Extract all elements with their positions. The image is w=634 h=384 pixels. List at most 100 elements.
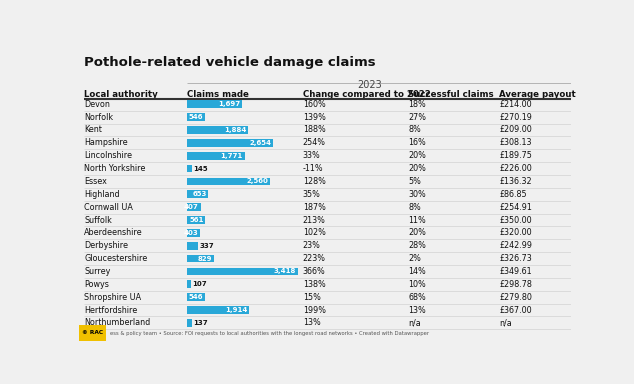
Text: 8%: 8% bbox=[408, 126, 421, 134]
Text: 407: 407 bbox=[184, 204, 198, 210]
Text: 2%: 2% bbox=[408, 254, 422, 263]
Text: Average payout: Average payout bbox=[500, 90, 576, 99]
Text: Hertfordshire: Hertfordshire bbox=[84, 306, 138, 314]
Text: Local authority: Local authority bbox=[84, 90, 158, 99]
Text: n/a: n/a bbox=[500, 318, 512, 328]
Bar bbox=[188, 255, 214, 262]
Bar bbox=[188, 268, 298, 275]
Text: 139%: 139% bbox=[303, 113, 326, 122]
Text: 68%: 68% bbox=[408, 293, 426, 302]
Text: 16%: 16% bbox=[408, 138, 426, 147]
Text: Successful claims: Successful claims bbox=[408, 90, 494, 99]
Text: 14%: 14% bbox=[408, 267, 426, 276]
Text: 829: 829 bbox=[198, 256, 212, 262]
Text: £226.00: £226.00 bbox=[500, 164, 532, 173]
Bar bbox=[188, 242, 198, 250]
Bar bbox=[188, 190, 209, 198]
Text: 20%: 20% bbox=[408, 228, 426, 237]
Text: 546: 546 bbox=[188, 114, 203, 120]
Bar bbox=[188, 100, 242, 108]
Text: 138%: 138% bbox=[303, 280, 326, 289]
Text: 10%: 10% bbox=[408, 280, 426, 289]
Text: 28%: 28% bbox=[408, 241, 426, 250]
Text: 145: 145 bbox=[193, 166, 208, 172]
Bar bbox=[188, 319, 191, 327]
Text: 13%: 13% bbox=[303, 318, 321, 328]
Text: North Yorkshire: North Yorkshire bbox=[84, 164, 146, 173]
Bar bbox=[188, 165, 192, 172]
Text: Hampshire: Hampshire bbox=[84, 138, 128, 147]
Bar bbox=[188, 306, 249, 314]
Text: 107: 107 bbox=[192, 281, 207, 287]
Text: £86.85: £86.85 bbox=[500, 190, 527, 199]
Text: 5%: 5% bbox=[408, 177, 422, 186]
Text: © RAC: © RAC bbox=[82, 330, 103, 335]
Text: Suffolk: Suffolk bbox=[84, 215, 112, 225]
Text: 11%: 11% bbox=[408, 215, 426, 225]
Text: £209.00: £209.00 bbox=[500, 126, 532, 134]
Text: 102%: 102% bbox=[303, 228, 326, 237]
Text: 33%: 33% bbox=[303, 151, 321, 160]
Text: £350.00: £350.00 bbox=[500, 215, 532, 225]
Text: 223%: 223% bbox=[303, 254, 326, 263]
Bar bbox=[188, 216, 205, 224]
Text: 366%: 366% bbox=[303, 267, 326, 276]
Text: £270.19: £270.19 bbox=[500, 113, 532, 122]
Text: 403: 403 bbox=[184, 230, 198, 236]
Text: £242.99: £242.99 bbox=[500, 241, 533, 250]
Text: Powys: Powys bbox=[84, 280, 109, 289]
Text: 187%: 187% bbox=[303, 203, 326, 212]
Text: Aberdeenshire: Aberdeenshire bbox=[84, 228, 143, 237]
Text: £298.78: £298.78 bbox=[500, 280, 532, 289]
Text: Norfolk: Norfolk bbox=[84, 113, 113, 122]
Text: Claims made: Claims made bbox=[188, 90, 249, 99]
Text: -11%: -11% bbox=[303, 164, 323, 173]
Text: Essex: Essex bbox=[84, 177, 107, 186]
Text: 2,654: 2,654 bbox=[249, 140, 271, 146]
Bar bbox=[188, 126, 249, 134]
Bar bbox=[188, 229, 200, 237]
Text: £254.91: £254.91 bbox=[500, 203, 532, 212]
Text: 8%: 8% bbox=[408, 203, 421, 212]
Text: 23%: 23% bbox=[303, 241, 321, 250]
Bar bbox=[79, 325, 107, 341]
Text: Cornwall UA: Cornwall UA bbox=[84, 203, 133, 212]
Text: 254%: 254% bbox=[303, 138, 326, 147]
Text: 1,914: 1,914 bbox=[225, 307, 247, 313]
Text: £214.00: £214.00 bbox=[500, 100, 532, 109]
Text: 13%: 13% bbox=[408, 306, 426, 314]
Text: 2,560: 2,560 bbox=[246, 179, 268, 184]
Text: 546: 546 bbox=[188, 294, 203, 300]
Text: Northumberland: Northumberland bbox=[84, 318, 150, 328]
Text: 337: 337 bbox=[200, 243, 214, 249]
Text: 30%: 30% bbox=[408, 190, 426, 199]
Text: Derbyshire: Derbyshire bbox=[84, 241, 128, 250]
Text: Lincolnshire: Lincolnshire bbox=[84, 151, 132, 160]
Text: 137: 137 bbox=[193, 320, 208, 326]
Text: Kent: Kent bbox=[84, 126, 102, 134]
Bar bbox=[188, 177, 270, 185]
Bar bbox=[188, 203, 200, 211]
Bar bbox=[188, 113, 205, 121]
Text: Devon: Devon bbox=[84, 100, 110, 109]
Text: 1,697: 1,697 bbox=[218, 101, 240, 107]
Bar bbox=[188, 280, 191, 288]
Text: 199%: 199% bbox=[303, 306, 326, 314]
Text: Highland: Highland bbox=[84, 190, 120, 199]
Text: 188%: 188% bbox=[303, 126, 326, 134]
Text: 18%: 18% bbox=[408, 100, 426, 109]
Text: n/a: n/a bbox=[408, 318, 421, 328]
Text: £349.61: £349.61 bbox=[500, 267, 532, 276]
Text: Change compared to 2022: Change compared to 2022 bbox=[303, 90, 430, 99]
Text: 1,884: 1,884 bbox=[224, 127, 247, 133]
Text: 1,771: 1,771 bbox=[221, 153, 243, 159]
Text: 35%: 35% bbox=[303, 190, 321, 199]
Text: £279.80: £279.80 bbox=[500, 293, 532, 302]
Text: £136.32: £136.32 bbox=[500, 177, 532, 186]
Text: £326.73: £326.73 bbox=[500, 254, 532, 263]
Text: 27%: 27% bbox=[408, 113, 427, 122]
Text: 3,418: 3,418 bbox=[273, 268, 296, 275]
Text: £308.13: £308.13 bbox=[500, 138, 532, 147]
Text: 213%: 213% bbox=[303, 215, 326, 225]
Text: £189.75: £189.75 bbox=[500, 151, 532, 160]
